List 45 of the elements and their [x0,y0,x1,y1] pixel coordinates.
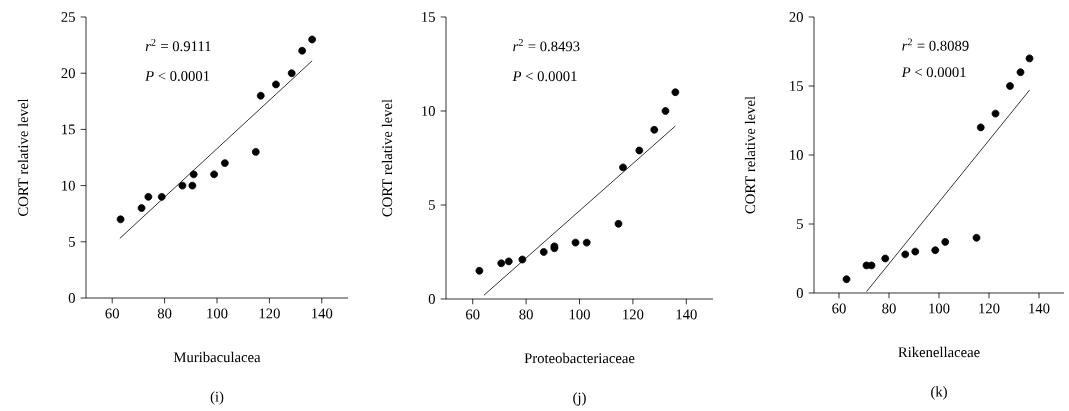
x-tick-label: 120 [623,309,644,320]
y-tick-label: 0 [68,293,75,303]
y-tick-label: 10 [62,180,75,191]
x-tick-label: 140 [312,308,333,319]
x-tick-label: 120 [979,303,1000,314]
x-tick-label: 100 [929,303,950,314]
annotation: r$^{2}$ = 0.9111 [145,38,211,52]
y-tick-label: 15 [790,81,803,91]
y-tick-label: 0 [796,288,803,298]
x-tick-label: 100 [207,308,228,319]
y-axis-title: CORT relative level [381,99,393,217]
y-tick-label: 20 [61,68,75,79]
y-axis-title: CORT relative level [744,96,756,214]
x-axis-title: Rikenellaceae [898,346,980,358]
x-tick-label: 60 [105,308,119,319]
x-tick-label: 140 [1029,303,1050,314]
x-tick-label: 60 [832,303,846,314]
y-tick-label: 10 [790,150,803,160]
annotation: P < 0.0001 [901,67,966,78]
x-tick-label: 100 [569,309,590,320]
y-tick-label: 5 [797,219,803,229]
y-tick-label: 5 [429,200,435,210]
y-tick-label: 25 [61,12,75,22]
x-tick-label: 60 [466,309,480,320]
x-axis-title: Proteobacteriaceae [524,352,635,364]
x-axis-title: Muribaculacea [173,351,261,363]
y-tick-label: 15 [62,124,75,135]
y-tick-label: 20 [789,12,803,22]
y-tick-label: 5 [69,236,75,247]
annotation: P < 0.0001 [145,71,210,81]
y-tick-label: 10 [422,106,435,116]
text: (k) [931,386,947,400]
y-axis-title: CORT relative level [17,98,29,216]
x-tick-label: 120 [259,308,280,319]
text: (j) [573,392,586,406]
x-tick-label: 80 [157,308,172,319]
x-tick-label: 80 [519,309,533,320]
y-tick-label: 15 [422,12,435,22]
text: (i) [210,391,224,405]
y-tick-label: 0 [428,294,435,304]
annotation: P < 0.0001 [512,71,577,82]
x-tick-label: 80 [882,303,896,314]
annotation: r$^{2}$ = 0.8493 [513,39,580,52]
annotation: r$^{2}$ = 0.8089 [902,38,969,51]
x-tick-label: 140 [676,309,697,320]
